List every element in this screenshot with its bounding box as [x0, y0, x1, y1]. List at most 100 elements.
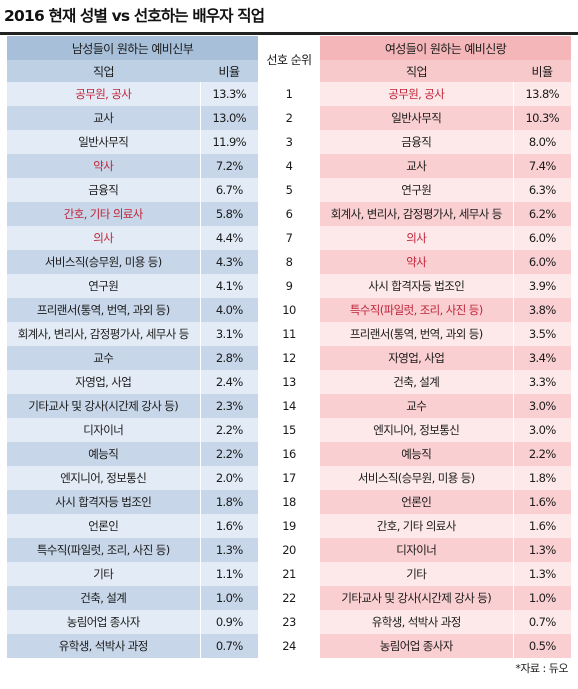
rank-cell: 2: [258, 106, 320, 130]
male-pct-cell: 2.3%: [199, 394, 258, 418]
male-job-cell: 디자이너: [7, 418, 200, 442]
table-row: 회계사, 변리사, 감정평가사, 세무사 등 3.1% 11 프리랜서(통역, 번역,…: [7, 322, 571, 346]
rank-cell: 4: [258, 154, 320, 178]
table-row: 서비스직(승무원, 미용 등) 4.3% 8 약사 6.0%: [7, 250, 571, 274]
rank-cell: 11: [258, 322, 320, 346]
table-row: 일반사무직 11.9% 3 금융직 8.0%: [7, 130, 571, 154]
female-job-cell: 건축, 설계: [320, 370, 513, 394]
rank-cell: 17: [258, 466, 320, 490]
male-pct-cell: 1.1%: [199, 562, 258, 586]
female-pct-cell: 3.8%: [512, 298, 571, 322]
female-job-cell: 연구원: [320, 178, 513, 202]
female-pct-cell: 0.5%: [512, 634, 571, 658]
male-job-cell: 서비스직(승무원, 미용 등): [7, 250, 200, 274]
male-job-cell: 사시 합격자등 법조인: [7, 490, 200, 514]
table-row: 교사 13.0% 2 일반사무직 10.3%: [7, 106, 571, 130]
male-job-cell: 일반사무직: [7, 130, 200, 154]
rank-cell: 12: [258, 346, 320, 370]
table-row: 간호, 기타 의료사 5.8% 6 회계사, 변리사, 감정평가사, 세무사 등 6.2…: [7, 202, 571, 226]
male-pct-cell: 2.2%: [199, 418, 258, 442]
rank-cell: 9: [258, 274, 320, 298]
male-pct-cell: 2.8%: [199, 346, 258, 370]
female-pct-cell: 8.0%: [512, 130, 571, 154]
table-row: 기타 1.1% 21 기타 1.3%: [7, 562, 571, 586]
rank-cell: 10: [258, 298, 320, 322]
male-job-cell: 언론인: [7, 514, 200, 538]
male-pct-cell: 4.4%: [199, 226, 258, 250]
female-pct-cell: 13.8%: [512, 82, 571, 106]
male-job-cell: 특수직(파일럿, 조리, 사진 등): [7, 538, 200, 562]
table-row: 디자이너 2.2% 15 엔지니어, 정보통신 3.0%: [7, 418, 571, 442]
female-pct-cell: 3.9%: [512, 274, 571, 298]
female-job-cell: 약사: [320, 250, 513, 274]
male-pct-cell: 1.3%: [199, 538, 258, 562]
female-job-cell: 특수직(파일럿, 조리, 사진 등): [320, 298, 513, 322]
female-pct-cell: 6.0%: [512, 250, 571, 274]
male-pct-cell: 4.0%: [199, 298, 258, 322]
female-job-cell: 자영업, 사업: [320, 346, 513, 370]
female-pct-cell: 1.0%: [512, 586, 571, 610]
column-header-row: 직업 비율 직업 비율: [7, 60, 571, 82]
male-job-cell: 농림어업 종사자: [7, 610, 200, 634]
female-pct-cell: 1.6%: [512, 514, 571, 538]
male-pct-cell: 5.8%: [199, 202, 258, 226]
female-pct-cell: 3.0%: [512, 418, 571, 442]
female-pct-cell: 1.6%: [512, 490, 571, 514]
male-pct-cell: 2.4%: [199, 370, 258, 394]
table-row: 유학생, 석박사 과정 0.7% 24 농림어업 종사자 0.5%: [7, 634, 571, 658]
male-pct-cell: 0.9%: [199, 610, 258, 634]
rank-cell: 1: [258, 82, 320, 106]
male-job-cell: 유학생, 석박사 과정: [7, 634, 200, 658]
male-ratio-header: 비율: [200, 60, 258, 82]
female-job-cell: 간호, 기타 의료사: [320, 514, 513, 538]
rank-cell: 18: [258, 490, 320, 514]
rank-cell: 20: [258, 538, 320, 562]
male-pct-cell: 4.1%: [199, 274, 258, 298]
female-job-cell: 금융직: [320, 130, 513, 154]
male-job-cell: 자영업, 사업: [7, 370, 200, 394]
table-row: 의사 4.4% 7 의사 6.0%: [7, 226, 571, 250]
rank-cell: 3: [258, 130, 320, 154]
male-pct-cell: 1.8%: [199, 490, 258, 514]
male-job-cell: 엔지니어, 정보통신: [7, 466, 200, 490]
female-job-cell: 유학생, 석박사 과정: [320, 610, 513, 634]
male-pct-cell: 1.0%: [199, 586, 258, 610]
female-job-cell: 엔지니어, 정보통신: [320, 418, 513, 442]
table-row: 예능직 2.2% 16 예능직 2.2%: [7, 442, 571, 466]
female-job-cell: 의사: [320, 226, 513, 250]
rank-cell: 23: [258, 610, 320, 634]
table-row: 엔지니어, 정보통신 2.0% 17 서비스직(승무원, 미용 등) 1.8%: [7, 466, 571, 490]
female-ratio-header: 비율: [513, 60, 571, 82]
female-pct-cell: 3.4%: [512, 346, 571, 370]
table-row: 연구원 4.1% 9 사시 합격자등 법조인 3.9%: [7, 274, 571, 298]
preference-table: 남성들이 원하는 예비신부 선호 순위 여성들이 원하는 예비신랑 직업 비율 …: [7, 36, 571, 658]
male-pct-cell: 4.3%: [199, 250, 258, 274]
female-job-cell: 예능직: [320, 442, 513, 466]
rank-cell: 24: [258, 634, 320, 658]
rank-cell: 22: [258, 586, 320, 610]
female-pct-cell: 7.4%: [512, 154, 571, 178]
rank-cell: 8: [258, 250, 320, 274]
female-pct-cell: 10.3%: [512, 106, 571, 130]
female-pct-cell: 3.5%: [512, 322, 571, 346]
female-pct-cell: 3.3%: [512, 370, 571, 394]
female-pct-cell: 1.8%: [512, 466, 571, 490]
male-job-cell: 교사: [7, 106, 200, 130]
table-row: 언론인 1.6% 19 간호, 기타 의료사 1.6%: [7, 514, 571, 538]
rank-cell: 16: [258, 442, 320, 466]
rank-cell: 15: [258, 418, 320, 442]
female-job-cell: 교수: [320, 394, 513, 418]
table-row: 건축, 설계 1.0% 22 기타교사 및 강사(시간제 강사 등) 1.0%: [7, 586, 571, 610]
table-row: 금융직 6.7% 5 연구원 6.3%: [7, 178, 571, 202]
rank-cell: 13: [258, 370, 320, 394]
title-rule: [0, 32, 578, 35]
male-pct-cell: 13.0%: [199, 106, 258, 130]
rank-cell: 7: [258, 226, 320, 250]
rank-cell: 21: [258, 562, 320, 586]
male-job-cell: 건축, 설계: [7, 586, 200, 610]
male-pct-cell: 1.6%: [199, 514, 258, 538]
rank-header: 선호 순위: [258, 36, 320, 82]
male-pct-cell: 11.9%: [199, 130, 258, 154]
male-pct-cell: 3.1%: [199, 322, 258, 346]
male-job-cell: 약사: [7, 154, 200, 178]
